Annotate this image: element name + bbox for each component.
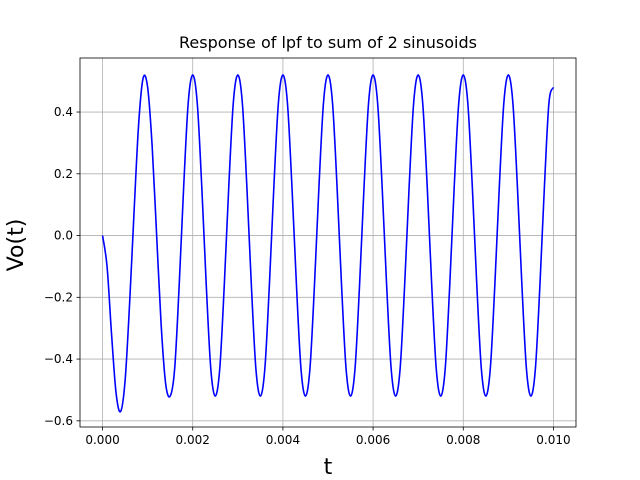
- y-tick-label: 0.4: [54, 105, 73, 119]
- chart-title: Response of lpf to sum of 2 sinusoids: [179, 33, 477, 52]
- x-tick-label: 0.000: [85, 433, 119, 447]
- grid-lines: [80, 58, 576, 427]
- y-tick-label: −0.4: [44, 352, 73, 366]
- plot-area-frame: [79, 57, 577, 428]
- x-tick-label: 0.008: [446, 433, 480, 447]
- series-line: [101, 74, 555, 413]
- y-tick-label: 0.2: [54, 167, 73, 181]
- x-tick-label: 0.010: [536, 433, 570, 447]
- x-tick-label: 0.002: [176, 433, 210, 447]
- x-tick-label: 0.006: [356, 433, 390, 447]
- y-axis-label: Vo(t): [4, 219, 29, 272]
- x-axis-label: t: [324, 455, 333, 480]
- y-tick-label: −0.2: [44, 290, 73, 304]
- axis-tick-labels: 0.000 0.002 0.004 0.006 0.008 0.010 −0.6 −0.4 −0…: [44, 105, 571, 447]
- x-tick-label: 0.004: [266, 433, 300, 447]
- axis-ticks: [76, 111, 554, 431]
- y-tick-label: 0.0: [54, 229, 73, 243]
- y-tick-label: −0.6: [44, 414, 73, 428]
